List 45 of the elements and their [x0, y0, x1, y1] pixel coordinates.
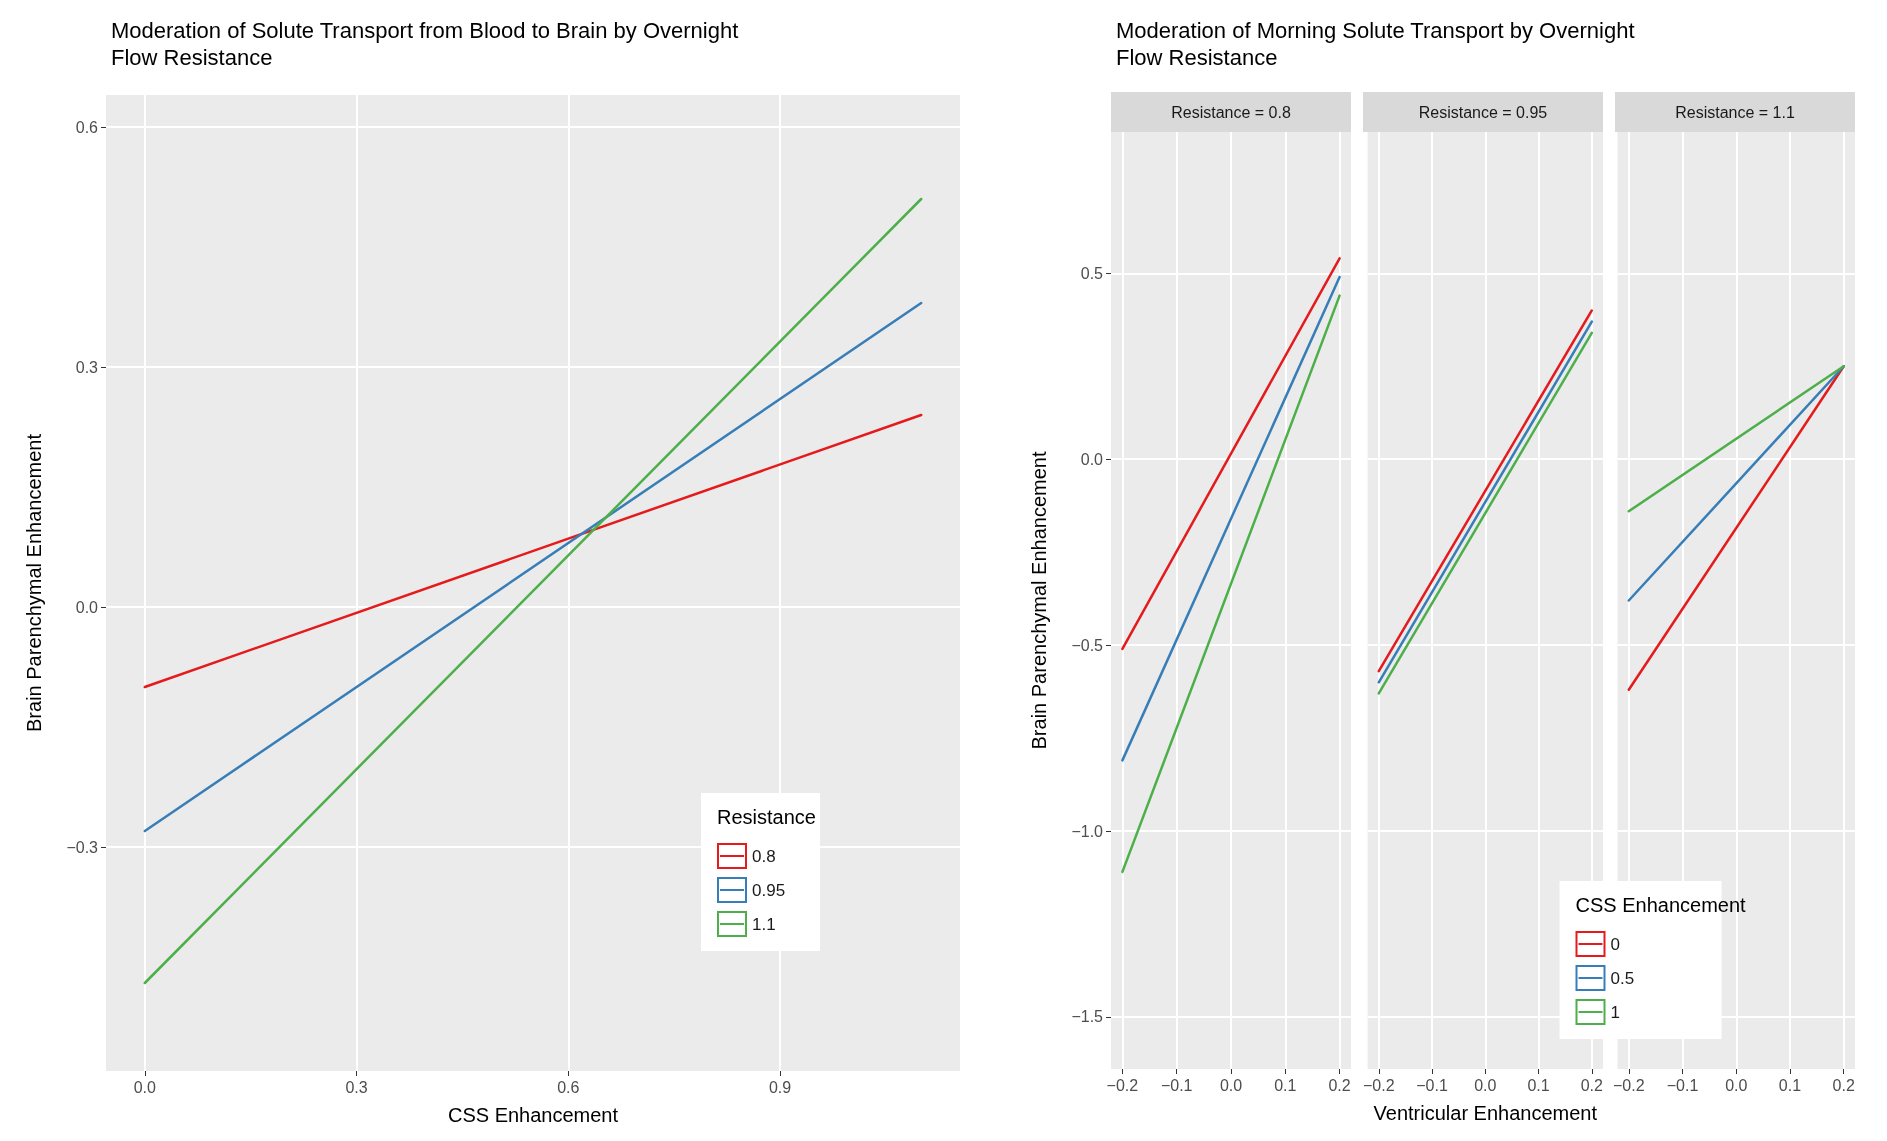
legend-label: 1.1	[752, 914, 776, 934]
y-tick-label: 0.0	[75, 598, 99, 616]
x-tick-label: −0.1	[1160, 1076, 1193, 1094]
y-tick-label: −0.5	[1071, 636, 1104, 654]
y-tick-label: −1.0	[1071, 822, 1104, 840]
y-tick-label: 0.6	[75, 118, 99, 136]
x-tick-label: 0.9	[768, 1078, 792, 1096]
y-tick-label: −1.5	[1071, 1008, 1104, 1026]
legend-label: 0.95	[752, 880, 786, 900]
chart-title: Moderation of Morning Solute Transport by Overnight Flow Resistance	[1116, 18, 1641, 70]
legend-title: CSS Enhancement	[1575, 894, 1747, 916]
x-tick-label: 0.0	[133, 1078, 157, 1096]
legend-label: 0	[1610, 934, 1620, 954]
x-tick-label: 0.1	[1527, 1076, 1550, 1094]
chart-subtitle: Resistance = 0.95	[1418, 103, 1548, 121]
x-tick-label: 0.0	[1219, 1076, 1243, 1094]
x-axis-title: CSS Enhancement	[447, 1104, 619, 1126]
x-tick-label: 0.6	[557, 1078, 580, 1096]
x-tick-label: −0.2	[1363, 1076, 1395, 1094]
x-tick-label: −0.1	[1416, 1076, 1448, 1094]
chart-title: Moderation of Solute Transport from Blood to Brain by Overnight Flow Resistance	[111, 18, 745, 70]
chart-subtitle: Resistance = 0.8	[1171, 103, 1291, 121]
x-tick-label: 0.2	[1580, 1076, 1604, 1094]
y-axis-title: Brain Parenchymal Enhancement	[23, 433, 45, 732]
legend-label: 1	[1610, 1002, 1620, 1022]
y-tick-label: 0.5	[1080, 264, 1104, 282]
x-tick-label: 0.3	[345, 1078, 368, 1096]
x-tick-label: −0.2	[1613, 1076, 1645, 1094]
chart-subtitle: Resistance = 1.1	[1675, 103, 1795, 121]
legend-label: 0.8	[752, 846, 776, 866]
y-tick-label: −0.3	[66, 838, 99, 856]
x-tick-label: 0.2	[1832, 1076, 1855, 1094]
legend-title: Resistance	[717, 806, 816, 828]
y-tick-label: 0.0	[1080, 450, 1104, 468]
x-tick-label: 0.1	[1274, 1076, 1297, 1094]
x-tick-label: 0.0	[1474, 1076, 1497, 1094]
y-tick-label: 0.3	[75, 358, 99, 376]
x-tick-label: −0.1	[1666, 1076, 1699, 1094]
x-tick-label: 0.2	[1328, 1076, 1351, 1094]
x-tick-label: 0.0	[1725, 1076, 1748, 1094]
y-axis-title: Brain Parenchymal Enhancement	[1028, 451, 1050, 750]
x-axis-title: Ventricular Enhancement	[1373, 1102, 1598, 1124]
x-tick-label: −0.2	[1106, 1076, 1139, 1094]
legend-label: 0.5	[1610, 968, 1635, 988]
x-tick-label: 0.1	[1778, 1076, 1802, 1094]
